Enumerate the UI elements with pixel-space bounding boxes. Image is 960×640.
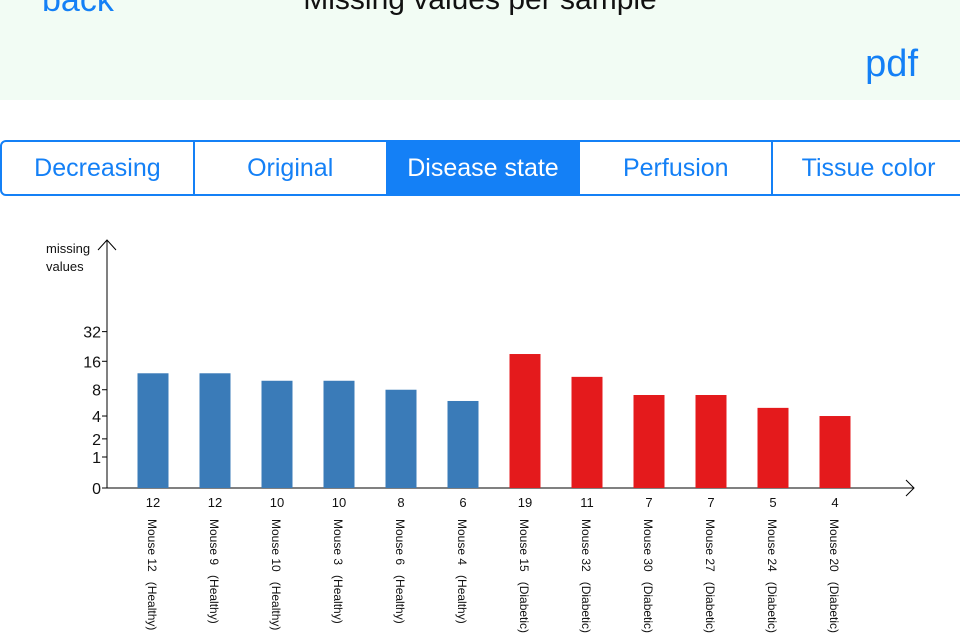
bar xyxy=(633,395,665,488)
tab-original[interactable]: Original xyxy=(195,142,388,194)
category-label: Mouse 20 (Diabetic) xyxy=(827,519,841,633)
y-tick-label: 8 xyxy=(92,383,101,400)
bar xyxy=(385,389,417,488)
category-label: Mouse 9 (Healthy) xyxy=(207,519,221,624)
category-label: Mouse 24 (Diabetic) xyxy=(765,519,779,633)
category-label: Mouse 4 (Healthy) xyxy=(455,519,469,624)
bar-value-label: 8 xyxy=(397,495,404,510)
bar xyxy=(323,380,355,488)
page-title: Missing values per sample xyxy=(0,0,960,20)
sort-segmented-control: Decreasing Original Disease state Perfus… xyxy=(0,140,960,196)
x-axis-arrow xyxy=(905,479,915,497)
bar-value-label: 10 xyxy=(332,495,346,510)
bar-value-label: 6 xyxy=(459,495,466,510)
pdf-button[interactable]: pdf xyxy=(865,43,918,85)
y-tick-label: 1 xyxy=(92,450,101,467)
bar xyxy=(137,373,169,488)
bar-value-label: 10 xyxy=(270,495,284,510)
tab-perfusion[interactable]: Perfusion xyxy=(580,142,774,194)
category-label: Mouse 27 (Diabetic) xyxy=(703,519,717,633)
bar xyxy=(819,416,851,488)
bar-value-label: 12 xyxy=(146,495,160,510)
bar xyxy=(757,407,789,488)
bar-value-label: 7 xyxy=(645,495,652,510)
top-bar: back Missing values per sample pdf xyxy=(0,0,960,100)
bar xyxy=(695,395,727,488)
bar xyxy=(261,380,293,488)
category-label: Mouse 12 (Healthy) xyxy=(145,519,159,630)
bar-value-label: 11 xyxy=(580,495,594,510)
bar xyxy=(509,354,541,488)
bar-value-label: 4 xyxy=(831,495,838,510)
category-label: Mouse 15 (Diabetic) xyxy=(517,519,531,633)
back-button[interactable]: back xyxy=(42,0,114,19)
tab-disease-state[interactable]: Disease state xyxy=(387,142,581,194)
bars xyxy=(137,354,851,488)
bar xyxy=(447,400,479,488)
y-tick-label: 32 xyxy=(83,325,101,342)
bar-value-label: 19 xyxy=(518,495,532,510)
bar xyxy=(571,376,603,488)
category-label: Mouse 32 (Diabetic) xyxy=(579,519,593,633)
category-label: Mouse 30 (Diabetic) xyxy=(641,519,655,633)
y-tick-label: 4 xyxy=(92,409,101,426)
bar xyxy=(199,373,231,488)
tab-decreasing[interactable]: Decreasing xyxy=(2,142,195,194)
category-label: Mouse 10 (Healthy) xyxy=(269,519,283,630)
bar-value-label: 5 xyxy=(769,495,776,510)
bar-value-label: 7 xyxy=(707,495,714,510)
y-tick-label: 2 xyxy=(92,432,101,449)
y-axis-label-line2: values xyxy=(46,259,84,274)
y-axis-label-line1: missing xyxy=(46,241,90,256)
y-axis-arrow xyxy=(97,239,117,251)
bar-value-label: 12 xyxy=(208,495,222,510)
tab-tissue-color[interactable]: Tissue color xyxy=(801,153,936,182)
category-label: Mouse 6 (Healthy) xyxy=(393,519,407,624)
y-tick-label: 0 xyxy=(92,481,101,498)
y-tick-label: 16 xyxy=(83,354,101,371)
category-label: Mouse 3 (Healthy) xyxy=(331,519,345,624)
